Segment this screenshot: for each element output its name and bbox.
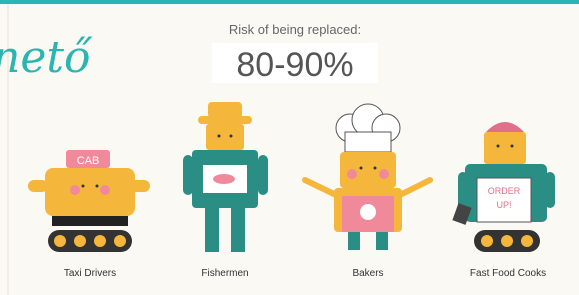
top-border [0,0,579,4]
leg [231,208,245,252]
hat [208,102,242,118]
job-label: Fast Food Cooks [470,268,546,279]
job-label: Taxi Drivers [64,268,116,279]
eye [360,167,363,170]
leg [348,232,360,250]
body [45,168,135,216]
job-label: Fishermen [201,268,248,279]
eye [230,135,233,138]
cheek [100,185,110,195]
order-sign-text: ORDER [488,186,521,196]
order-sign-text: UP! [496,200,511,210]
checker-band [52,216,128,226]
head [340,152,396,188]
wheels [481,235,533,247]
cheek [70,185,80,195]
leg [376,232,388,250]
infographic: nető Risk of being replaced: 80-90% CAB [0,0,579,295]
eye [497,145,500,148]
hat-band [345,132,391,152]
eye [218,135,221,138]
apron-logo [360,204,376,220]
job-label: Bakers [352,268,383,279]
head [206,124,244,150]
eye [82,185,85,188]
cab-sign-text: CAB [77,155,100,167]
arm [183,155,193,195]
eye [511,145,514,148]
arm [258,155,268,195]
watermark: nető [0,32,93,83]
leg [205,208,219,252]
risk-value: 80-90% [236,46,353,84]
cheek [379,169,389,179]
page: nető Risk of being replaced: 80-90% CAB [0,0,579,295]
eye [374,167,377,170]
cheek [347,169,357,179]
fish [213,174,235,184]
risk-caption: Risk of being replaced: [229,22,361,37]
eye [96,185,99,188]
head [484,132,526,164]
